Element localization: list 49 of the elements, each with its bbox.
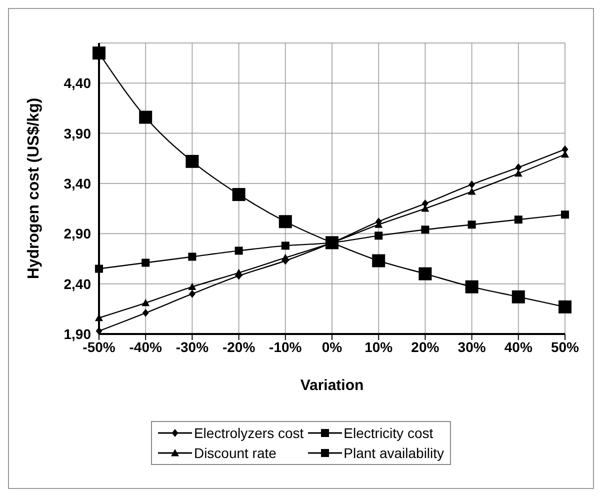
x-tick-label: 10% [364, 338, 394, 355]
point [186, 154, 199, 168]
y-tick-label: 2,40 [64, 276, 92, 292]
point [278, 215, 292, 228]
point [232, 188, 246, 202]
x-tick-label: -20% [222, 338, 256, 355]
legend-label: Discount rate [194, 445, 276, 461]
point [95, 264, 103, 273]
y-tick-label: 2,90 [64, 226, 92, 242]
point [515, 163, 522, 172]
point [514, 216, 522, 224]
point [468, 220, 476, 229]
point [139, 110, 152, 124]
x-tick-label: 20% [411, 338, 440, 355]
point [465, 280, 478, 294]
y-tick-label: 3,90 [64, 125, 92, 142]
x-tick-label: 30% [458, 338, 486, 355]
legend-label: Electrolyzers cost [194, 425, 304, 441]
point [421, 226, 430, 234]
point [561, 210, 569, 219]
point [558, 300, 572, 314]
x-tick-label: -40% [129, 338, 162, 355]
x-tick-label: -10% [269, 338, 302, 355]
point [234, 246, 243, 255]
point [142, 258, 150, 267]
point [142, 298, 150, 306]
point [188, 252, 196, 261]
point [188, 282, 196, 290]
x-axis-title: Variation [300, 377, 364, 394]
point [512, 290, 525, 304]
y-tick-label: 3,40 [64, 175, 92, 192]
y-axis-title: Hydrogen cost (US$/kg) [26, 98, 43, 280]
point [281, 242, 290, 250]
legend-label: Plant availability [344, 445, 444, 461]
point [142, 308, 149, 317]
point [92, 46, 106, 60]
point [562, 145, 568, 154]
point [372, 254, 386, 268]
point [374, 232, 383, 240]
point [189, 290, 196, 298]
x-tick-label: 0% [322, 338, 343, 355]
x-tick-label: 50% [550, 338, 580, 355]
x-tick-label: 40% [504, 338, 533, 355]
legend-label: Electricity cost [344, 425, 434, 441]
y-tick-label: 4,40 [64, 75, 92, 92]
x-tick-label: -30% [176, 338, 210, 355]
point [468, 188, 476, 195]
point [418, 267, 432, 280]
point [468, 180, 475, 188]
